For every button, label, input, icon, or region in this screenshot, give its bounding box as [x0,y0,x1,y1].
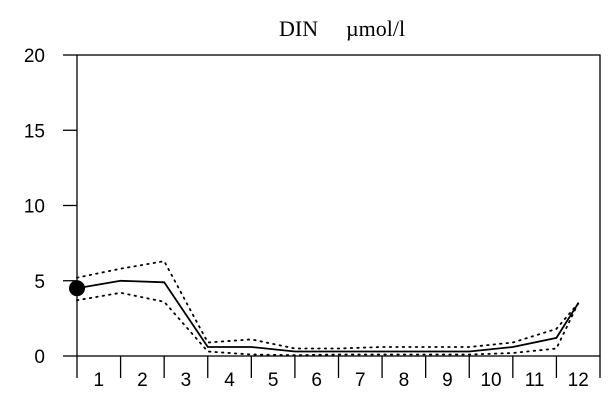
x-axis: 1 2 3 4 5 6 7 8 9 10 11 12 [76,356,601,391]
series-band-1 [76,260,580,350]
y-tick-label-0: 0 [34,347,45,368]
x-tick-label-10: 10 [480,370,501,391]
chart-title: DIN [279,16,318,41]
plot-area [76,54,601,357]
x-tick-label-6: 6 [311,370,322,391]
series-band-2 [76,291,580,357]
x-tick-label-4: 4 [224,370,235,391]
x-tick-label-11: 11 [525,370,545,391]
x-tick-label-1: 1 [94,370,105,391]
x-tick-label-9: 9 [442,370,453,391]
y-axis: 0 5 10 15 20 [24,46,77,368]
series-mean-line [76,279,579,353]
series-layer [69,260,580,357]
x-tick-label-7: 7 [355,370,366,391]
y-tick-label-10: 10 [24,197,45,218]
x-tick-label-5: 5 [268,370,279,391]
y-tick-label-5: 5 [34,272,45,293]
start-marker [69,280,85,297]
x-tick-label-12: 12 [568,370,589,391]
x-tick-label-3: 3 [181,370,192,391]
plot-border [76,54,601,357]
y-tick-label-15: 15 [24,121,45,142]
x-tick-label-8: 8 [399,370,410,391]
chart-unit: µmol/l [346,16,405,41]
x-tick-label-2: 2 [137,370,148,391]
y-tick-label-20: 20 [24,46,45,67]
